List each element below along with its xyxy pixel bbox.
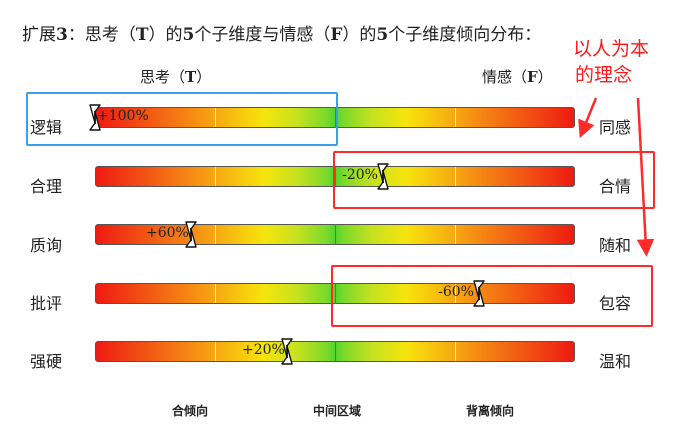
scale-row: -60% (95, 280, 575, 307)
title-number: 3 (56, 25, 68, 45)
title-part-2: ）的 (148, 25, 183, 45)
highlight-box-red (331, 265, 653, 327)
percent-label: +20% (242, 342, 285, 358)
title-part-4: ）的 (342, 25, 377, 45)
scale-tick (455, 167, 456, 186)
percent-label: -60% (438, 284, 474, 300)
footer-agree-label: 合倾向 (172, 404, 209, 418)
title-letter-t: T (135, 25, 149, 45)
title-prefix: 扩展 (22, 25, 56, 45)
scale-tick (455, 225, 456, 244)
scale-tick (215, 284, 216, 303)
row-left-label: 质询 (30, 236, 63, 255)
scale-row: -20% (95, 163, 575, 190)
arrow-icon (578, 97, 598, 139)
center-line (335, 283, 336, 304)
scale-tick (215, 167, 216, 186)
percent-label: +100% (97, 108, 149, 124)
annotation-line-2: 的理念 (575, 64, 633, 86)
center-line (335, 341, 336, 362)
title-tail: 个子维度倾向分布： (388, 25, 542, 45)
page-title: 扩展3：思考（T）的5个子维度与情感（F）的5个子维度倾向分布： (22, 20, 541, 45)
annotation-line-1: 以人为本 (573, 38, 650, 60)
annotation-note: 以人为本 的理念 (573, 36, 649, 88)
thinking-column-letter: T (185, 68, 197, 86)
row-left-label: 批评 (30, 294, 63, 313)
slider-marker-icon (377, 163, 389, 190)
row-left-label: 逻辑 (30, 118, 63, 137)
percent-label: +60% (146, 225, 189, 241)
thinking-column-header: 思考（T） (140, 66, 211, 87)
arrow-icon (636, 97, 655, 257)
feeling-column-header: 情感（F） (482, 66, 553, 87)
center-line (335, 224, 336, 245)
footer-diverge-label: 背离倾向 (466, 404, 515, 418)
scale-tick (215, 342, 216, 361)
title-part-1: ：思考（ (67, 25, 136, 45)
row-right-label: 温和 (599, 352, 632, 371)
feeling-column-close: ） (537, 68, 553, 86)
feeling-column-title: 情感（ (482, 68, 528, 86)
scale-tick (215, 108, 216, 127)
row-right-label: 合情 (599, 177, 632, 196)
footer-middle-label: 中间区域 (313, 404, 362, 418)
highlight-box-red (333, 151, 655, 209)
row-right-label: 包容 (599, 294, 632, 313)
scale-row: +60% (95, 221, 575, 248)
title-part-3: 个子维度与情感（ (194, 25, 331, 45)
title-letter-f: F (330, 25, 343, 45)
center-line (335, 166, 336, 187)
scale-tick (455, 108, 456, 127)
scale-row: +100% (89, 104, 575, 131)
slider-marker-icon (185, 221, 197, 248)
thinking-column-close: ） (196, 68, 212, 86)
scale-tick (455, 342, 456, 361)
highlight-box-blue (26, 92, 338, 146)
scale-tick (455, 284, 456, 303)
scale-row: +20% (95, 338, 575, 365)
percent-label: -20% (342, 167, 378, 183)
slider-marker-icon (89, 104, 101, 131)
scale-tick (215, 225, 216, 244)
row-left-label: 合理 (30, 177, 63, 196)
title-count-1: 5 (182, 25, 195, 45)
row-right-label: 随和 (599, 236, 632, 255)
slider-marker-icon (473, 280, 485, 307)
row-right-label: 同感 (599, 118, 632, 137)
center-line (335, 107, 336, 128)
row-left-label: 强硬 (30, 352, 63, 371)
feeling-column-letter: F (527, 68, 538, 86)
slider-marker-icon (281, 338, 293, 365)
thinking-column-title: 思考（ (140, 68, 186, 86)
title-count-2: 5 (376, 25, 389, 45)
